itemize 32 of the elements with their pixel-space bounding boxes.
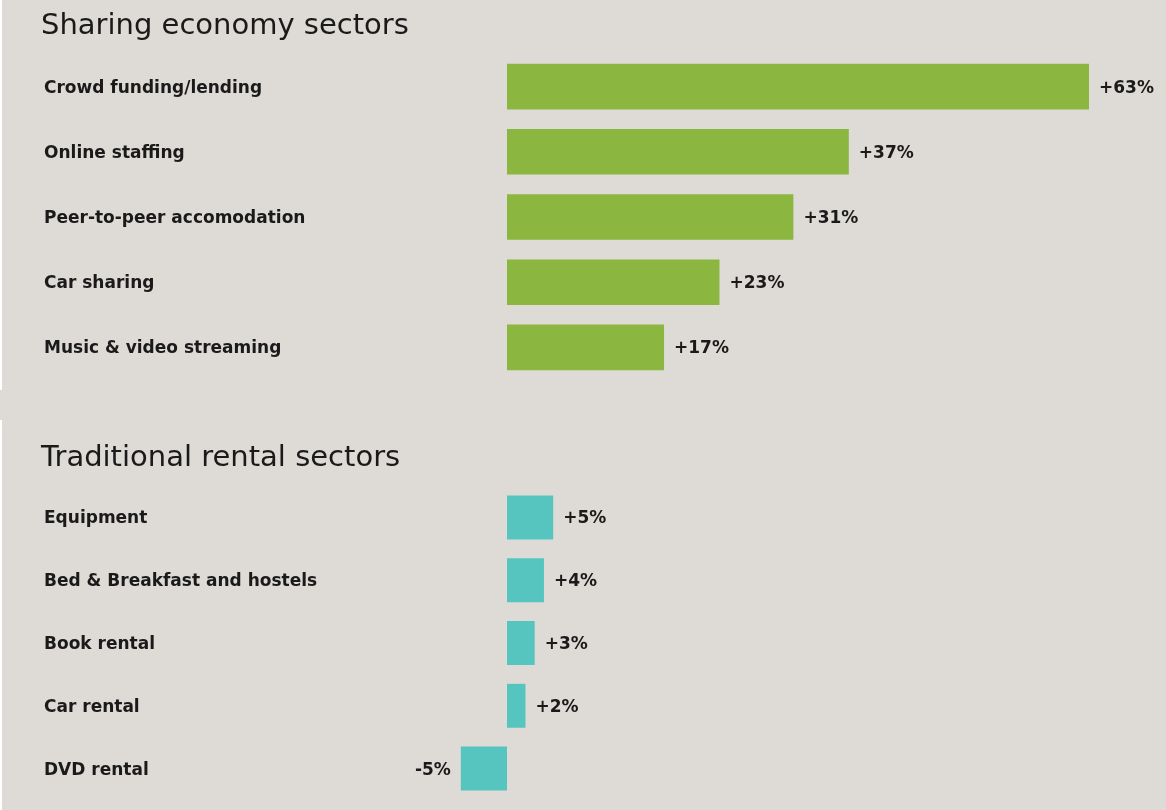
text: Sharing economy sectors: [41, 6, 409, 41]
bar: [507, 324, 665, 371]
bar: [507, 621, 535, 665]
y-tick-label: Bed & Breakfast and hostels: [44, 570, 318, 591]
data-label: +23%: [729, 272, 785, 293]
bar: [507, 63, 1089, 110]
data-label: +37%: [858, 141, 914, 162]
y-tick-label: DVD rental: [44, 758, 149, 779]
y-tick-label: Crowd funding/lending: [44, 76, 263, 97]
bar: [460, 746, 507, 791]
bar: [507, 683, 526, 728]
y-tick-label: Music & video streaming: [44, 337, 282, 358]
data-label: +3%: [544, 633, 588, 653]
data-label: +2%: [535, 695, 579, 716]
data-label: +4%: [553, 570, 598, 591]
data-label: +31%: [803, 207, 859, 227]
data-label: -5%: [414, 758, 451, 779]
y-tick-label: Car sharing: [44, 272, 155, 293]
data-label: +5%: [563, 507, 607, 528]
y-tick-label: Equipment: [44, 507, 148, 528]
y-tick-label: Car rental: [44, 695, 140, 716]
bar: [507, 194, 794, 240]
data-label: +63%: [1099, 76, 1154, 97]
y-tick-label: Peer-to-peer accomodation: [44, 207, 306, 227]
bar: [507, 259, 720, 306]
bar: [507, 128, 849, 175]
data-label: +17%: [674, 337, 729, 358]
bar: [507, 495, 554, 540]
bar: [507, 558, 544, 603]
y-tick-label: Book rental: [44, 633, 155, 653]
y-tick-label: Online staffing: [44, 141, 185, 162]
text: Traditional rental sectors: [40, 438, 401, 473]
